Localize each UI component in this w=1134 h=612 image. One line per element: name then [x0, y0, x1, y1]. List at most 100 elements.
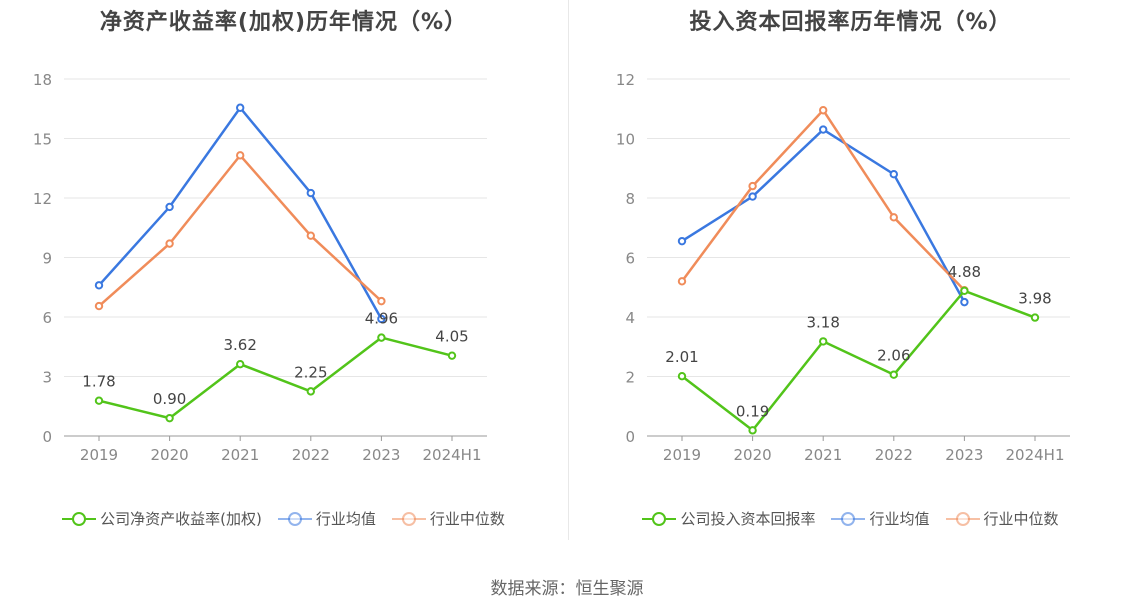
data-point: [377, 314, 386, 324]
y-tick-label: 9: [42, 250, 52, 268]
data-point: [377, 296, 386, 306]
chart-title: 投入资本回报率历年情况（%）: [689, 10, 1012, 35]
data-point: [889, 213, 898, 222]
legend-label: 公司投入资本回报率: [680, 510, 816, 528]
data-label: 3.62: [223, 336, 256, 354]
y-tick-label: 10: [616, 131, 635, 149]
series-line: [98, 336, 453, 420]
legend-item[interactable]: 公司净资产收益率(加权): [62, 508, 262, 529]
data-point: [165, 202, 174, 212]
data-source-note: 数据来源：恒生聚源: [490, 579, 644, 599]
x-tick-label: 2022: [875, 446, 913, 464]
data-label: 2.06: [877, 347, 910, 365]
legend-marker-icon: [62, 511, 97, 527]
data-point: [677, 372, 687, 381]
y-tick-label: 3: [42, 369, 52, 387]
legend-item[interactable]: 行业均值: [277, 508, 376, 529]
data-point: [94, 301, 104, 311]
series-line: [680, 108, 966, 292]
data-label: 4.96: [365, 310, 398, 328]
y-tick-label: 18: [33, 71, 52, 89]
y-tick-label: 8: [625, 190, 635, 208]
x-tick-label: 2024H1: [423, 446, 482, 464]
data-point: [236, 360, 245, 369]
data-point: [306, 188, 315, 198]
chart-legend: 公司投入资本回报率 行业均值 行业中位数: [567, 508, 1134, 529]
data-point: [94, 396, 104, 405]
x-tick-label: 2022: [292, 446, 330, 464]
x-tick-label: 2020: [151, 446, 189, 464]
data-point: [1030, 313, 1040, 322]
chart-legend: 公司净资产收益率(加权) 行业均值 行业中位数: [0, 508, 567, 529]
y-tick-label: 2: [625, 369, 635, 387]
y-tick-label: 0: [625, 428, 635, 446]
data-label: 4.88: [948, 263, 981, 281]
data-point: [677, 236, 687, 246]
data-point: [819, 125, 828, 134]
data-label: 2.25: [294, 363, 327, 381]
series-line: [98, 153, 383, 308]
legend-marker-icon: [391, 511, 426, 527]
legend-marker-icon: [642, 511, 677, 527]
data-point: [94, 281, 104, 290]
x-tick-label: 2021: [804, 446, 842, 464]
data-point: [165, 239, 174, 248]
legend-marker-icon: [831, 511, 866, 527]
series-line: [98, 105, 383, 320]
data-label: 0.19: [736, 402, 769, 420]
data-point: [236, 151, 245, 160]
data-label: 3.98: [1018, 290, 1051, 308]
data-point: [819, 106, 828, 115]
data-point: [960, 297, 969, 307]
y-tick-label: 4: [625, 309, 635, 327]
data-label: 1.78: [82, 373, 115, 391]
y-tick-label: 6: [625, 250, 635, 268]
data-point: [889, 170, 898, 179]
legend-label: 行业均值: [869, 510, 930, 528]
panel-divider: [568, 0, 569, 540]
chart-plot-roe: 0 3 6 9 12 15 18 2019 2020 2021 2022 2023 2024H1 1.78…: [33, 71, 487, 464]
x-tick-label: 2024H1: [1006, 446, 1065, 464]
data-label: 4.05: [435, 328, 468, 346]
chart-plot-roic: 0 2 4 6 8 10 12 2019 2020 2021 2022 2023 2024H1 2.01 0…: [616, 71, 1070, 464]
y-tick-label: 15: [33, 131, 52, 149]
data-label: 0.90: [153, 390, 186, 408]
legend-label: 行业中位数: [429, 510, 505, 528]
data-point: [236, 103, 245, 112]
y-tick-label: 6: [42, 309, 52, 327]
data-label: 3.18: [806, 313, 839, 331]
legend-item[interactable]: 公司投入资本回报率: [642, 508, 815, 529]
data-point: [165, 413, 174, 423]
legend-label: 行业中位数: [983, 510, 1059, 528]
series-line: [681, 289, 1036, 433]
x-tick-label: 2023: [362, 446, 400, 464]
data-point: [748, 426, 757, 435]
data-label: 2.01: [665, 348, 698, 366]
chart-title: 净资产收益率(加权)历年情况（%）: [99, 10, 468, 35]
legend-item[interactable]: 行业均值: [831, 508, 930, 529]
x-tick-label: 2019: [80, 446, 118, 464]
legend-item[interactable]: 行业中位数: [945, 508, 1059, 529]
y-tick-label: 0: [42, 428, 52, 446]
legend-item[interactable]: 行业中位数: [391, 508, 505, 529]
series-line: [681, 128, 966, 303]
data-point: [889, 370, 898, 379]
y-tick-label: 12: [33, 190, 52, 208]
x-tick-label: 2020: [734, 446, 772, 464]
data-point: [306, 387, 315, 396]
x-tick-label: 2019: [663, 446, 701, 464]
data-point: [819, 337, 828, 346]
legend-marker-icon: [945, 511, 980, 527]
y-tick-label: 12: [616, 71, 635, 89]
chart-panel-roic: 投入资本回报率历年情况（%） 0 2 4 6 8 10 12 2019 2020 2021 2022…: [567, 0, 1134, 545]
data-point: [960, 286, 969, 296]
chart-panel-roe: 净资产收益率(加权)历年情况（%） 0 3 6 9 12 15 18 2019 2020 2021…: [0, 0, 567, 545]
data-point: [377, 333, 386, 342]
data-point: [748, 181, 757, 191]
data-point: [748, 192, 757, 201]
data-point: [677, 277, 687, 286]
legend-label: 行业均值: [315, 510, 376, 528]
x-tick-label: 2023: [945, 446, 983, 464]
data-point: [306, 231, 315, 240]
x-tick-label: 2021: [221, 446, 259, 464]
